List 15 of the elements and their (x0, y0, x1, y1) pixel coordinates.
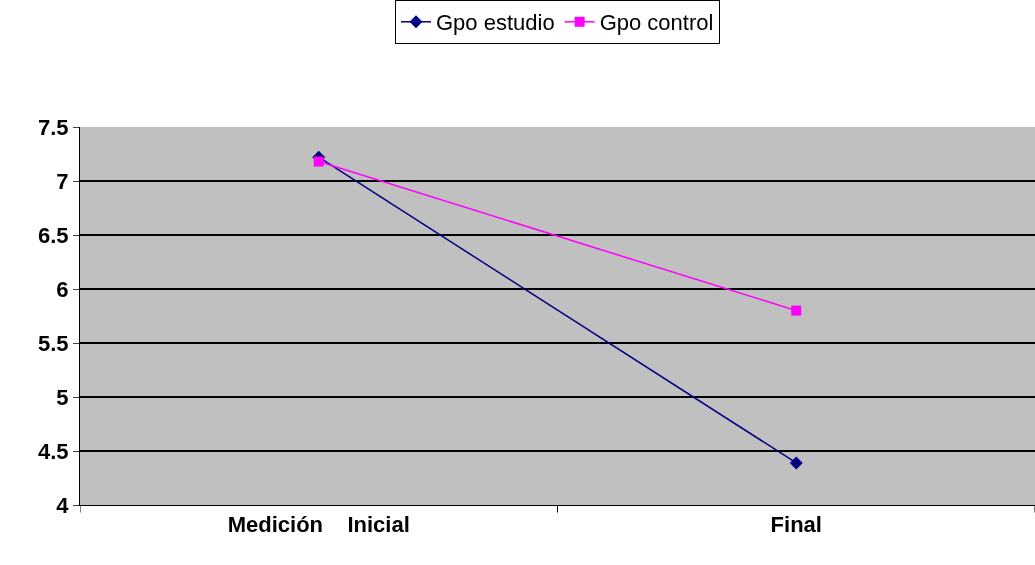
y-tick-label: 6.5 (38, 222, 69, 248)
x-tick-label: Medición Inicial (227, 512, 410, 538)
y-tick-label: 7.5 (38, 114, 69, 140)
y-tick-label: 4 (56, 492, 70, 518)
y-tick-label: 5.5 (38, 330, 69, 356)
x-tick-label: Final (770, 512, 822, 538)
point (791, 305, 802, 316)
point (789, 456, 803, 470)
legend-label: Gpo estudio (436, 10, 555, 36)
y-tick-label: 7 (56, 168, 69, 194)
legend-label: Gpo control (599, 10, 714, 36)
y-tick-label: 6 (56, 276, 69, 302)
y-tick-label: 4.5 (38, 438, 69, 464)
y-tick-label: 5 (56, 384, 69, 410)
point (313, 156, 324, 167)
